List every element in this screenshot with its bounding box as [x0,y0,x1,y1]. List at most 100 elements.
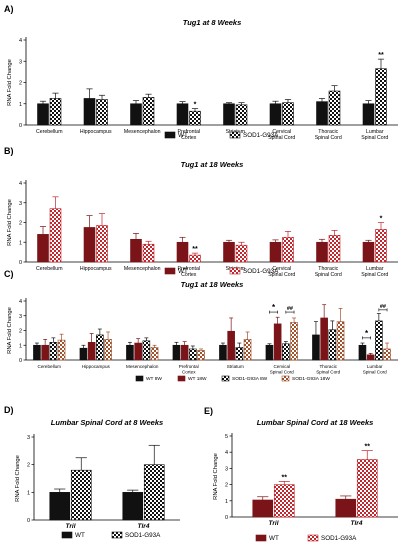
y-tick-label: 2 [19,329,22,335]
legend-swatch [177,375,186,382]
x-tick-label-line: Tlr4 [138,523,150,530]
x-tick-label: Cerebellum [38,364,62,369]
x-tick-label-line: Hippocampus [80,129,112,135]
bar [142,340,151,361]
y-tick-label: 3 [27,435,30,441]
y-tick-label: 4 [19,181,22,187]
bar [180,344,189,361]
bar [96,99,108,126]
bar [126,344,134,361]
significance-marker: ## [287,306,293,312]
bar [70,469,92,521]
bar [273,484,295,518]
bar [104,339,112,361]
bar [316,101,328,126]
bar [383,348,391,361]
x-tick-label: Cervical Spinal Cord [270,364,294,375]
x-tick-label: Mesencephalon [124,129,161,135]
y-axis-label: RNA Fold Change [7,199,13,246]
bar [57,339,66,361]
x-tick-label-line: Hippocampus [80,266,112,272]
bar [87,341,96,361]
significance-marker: * [272,303,276,312]
bar [252,499,274,518]
x-tick-label-line: Spinal Cord [315,135,342,141]
bar [189,348,197,361]
x-tick-label: Mesencephalon [124,266,161,272]
legend-swatch [221,375,230,382]
bar [197,350,205,361]
bar [290,322,298,361]
y-tick-label: 4 [19,299,22,305]
bar [49,341,58,361]
x-tick-label: Tril [66,523,76,530]
chart-panel-3: C) Tug1 at 18 Weeks 0 1 2 3 4 RNA Fold Change Ce… [4,269,398,382]
significance-marker: ** [282,474,288,481]
legend-swatch [111,531,123,539]
x-tick-label-line: Cervical [272,266,291,272]
x-tick-label-line: Lumbar [367,364,383,369]
x-tick-label-line: Striatum [227,364,244,369]
x-tick-label: Lumbar Spinal Cord [361,266,388,278]
x-tick-label-line: Mesencephalon [126,364,159,369]
bar [328,235,341,263]
bar [235,347,244,361]
x-tick-label-line: Spinal Cord [361,135,388,141]
bar [219,344,227,361]
significance-marker: ** [365,444,371,451]
bar [358,344,367,361]
y-tick-label: 0 [27,518,30,524]
y-axis-label: RNA Fold Change [213,453,219,500]
y-tick-label: 3 [19,59,22,65]
chart-panel-4: D) Lumbar Spinal Cord at 8 Weeks 0 1 2 3 RNA F… [4,405,180,539]
x-tick-label: Hippocampus [80,129,112,135]
bar [375,68,387,126]
bar [366,354,375,361]
y-tick-label: 2 [19,81,22,87]
legend-swatch [164,267,176,275]
x-tick-label-line: Mesencephalon [124,266,161,272]
panel-label: A) [4,4,14,14]
bar [37,234,49,263]
legend-swatch [164,131,176,139]
x-tick-label: Tlr4 [351,520,363,527]
bar [335,498,357,518]
y-tick-label: 4 [19,38,22,44]
x-tick-label: Prefrontal Cortex [178,266,201,278]
bar [375,320,383,361]
chart-title: Lumbar Spinal Cord at 8 Weeks [51,418,163,427]
bar [79,347,88,361]
legend-label: SOD1-G93A [243,268,279,275]
y-tick-label: 1 [19,240,22,246]
significance-marker: * [194,102,197,109]
x-tick-label-line: Spinal Cord [363,370,387,375]
bar [37,103,49,126]
y-tick-label: 4 [225,450,228,456]
y-tick-label: 1 [27,490,30,496]
y-tick-label: 0 [19,260,22,266]
y-tick-label: 1 [19,343,22,349]
bar [320,317,328,361]
bar [143,464,165,521]
x-tick-label: Cerebellum [36,129,63,135]
legend-label: WT [75,532,85,539]
x-tick-label-line: Prefrontal [179,364,199,369]
bar [223,103,235,126]
bar [33,344,41,361]
significance-marker: * [380,216,383,223]
x-tick-label-line: Spinal Cord [316,370,340,375]
x-tick-label: Hippocampus [80,266,112,272]
bar [150,347,159,361]
bar [189,110,201,126]
legend-label: SOD1-G93A 8W [232,376,268,382]
bar [269,241,282,263]
x-tick-label: Thoracic Spinal Cord [315,129,342,141]
bar [362,241,375,263]
bar [122,492,144,521]
x-tick-label-line: Cervical [273,364,290,369]
x-tick-label-line: Cerebellum [36,129,63,135]
significance-marker: ** [192,246,198,253]
y-tick-label: 3 [19,201,22,207]
legend-swatch [61,531,73,539]
bar [142,97,155,126]
